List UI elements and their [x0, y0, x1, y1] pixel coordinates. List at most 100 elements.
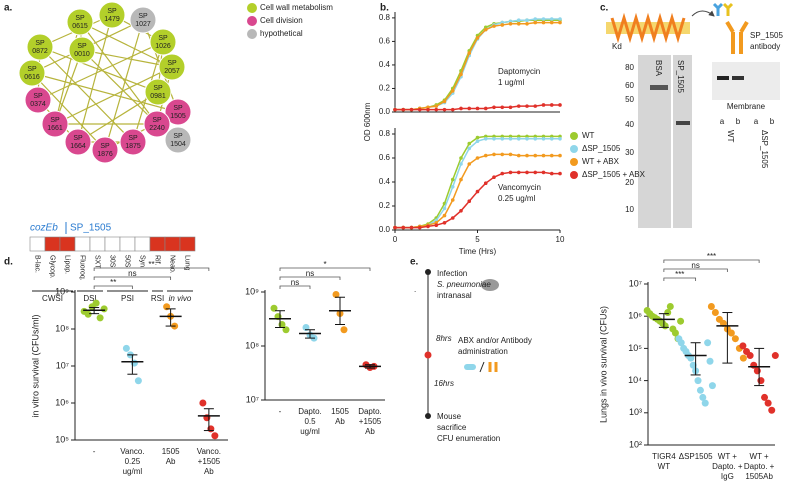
edge [54, 21, 81, 125]
node [149, 28, 177, 56]
blot [712, 62, 780, 100]
antibody-icon [488, 362, 498, 372]
point [122, 344, 130, 352]
point [450, 216, 455, 220]
point [739, 342, 747, 350]
node-label: 1479 [104, 16, 120, 23]
point [426, 107, 430, 112]
point [475, 106, 480, 111]
point [500, 171, 505, 176]
node-label: SP [50, 117, 60, 124]
point [549, 17, 554, 21]
point [706, 357, 714, 365]
y-tick-label: 10² [629, 439, 642, 449]
point [727, 329, 735, 337]
x-tick-label: Ab [365, 427, 375, 436]
x-tick-label: Ab [166, 457, 176, 466]
node-label: 1661 [47, 125, 63, 132]
point [701, 399, 709, 407]
legend-label: WT + ABX [582, 157, 620, 166]
edge [77, 14, 113, 143]
edge [39, 46, 134, 143]
point [541, 137, 546, 141]
point [694, 377, 702, 385]
point [549, 137, 554, 141]
step-label: CFU enumeration [437, 434, 500, 443]
heat-cell [104, 236, 121, 252]
point [508, 105, 513, 110]
heat-cell [59, 236, 76, 252]
step-label: administration [458, 347, 508, 356]
point [467, 106, 472, 111]
y-tick-label: 0.8 [379, 13, 391, 22]
point [417, 107, 422, 112]
heat-cell [149, 236, 166, 252]
node-label: 1505 [170, 113, 186, 120]
node [98, 1, 126, 29]
point [508, 21, 513, 26]
y-tick-label: 10⁵ [628, 343, 642, 353]
heat-cell [134, 236, 151, 252]
annotation: 1 ug/ml [498, 78, 524, 87]
y-tick-label: 10³ [629, 407, 642, 417]
lane-label: BSA [654, 60, 663, 77]
node-label: SP [153, 85, 163, 92]
arrow [691, 10, 715, 17]
series-line [395, 19, 560, 111]
node [68, 36, 96, 64]
y-tick-label: 0.2 [379, 201, 391, 210]
point [558, 20, 562, 25]
point [558, 153, 562, 158]
node-label: 1504 [170, 141, 186, 148]
node [119, 128, 147, 156]
point [459, 156, 463, 160]
sig-bracket [93, 285, 133, 289]
x-tick-label: - [279, 407, 282, 416]
node-label: SP [158, 35, 168, 42]
blot-group: ΔSP_1505 [760, 130, 769, 169]
legend-swatch [570, 145, 578, 153]
point [459, 72, 463, 77]
mouse-icon [481, 279, 499, 291]
x-tick-label: Dapto. + [744, 462, 775, 471]
x-tick-label: 1505 [162, 447, 180, 456]
ladder-label: 80 [625, 63, 634, 72]
node-label: 1664 [70, 143, 86, 150]
point [708, 382, 716, 390]
legend-label: ΔSP_1505 [582, 144, 621, 153]
point [401, 107, 406, 112]
blot-lane: b [736, 117, 741, 126]
step-label: sacrifice [437, 423, 467, 432]
point [442, 206, 447, 211]
point [746, 352, 754, 360]
y-tick-label: 10⁴ [628, 375, 642, 385]
blot-lane: a [754, 117, 759, 126]
node [144, 78, 172, 106]
cell-label: B-lac. [34, 255, 41, 273]
node-label: SP [77, 43, 87, 50]
point [393, 225, 397, 230]
sig-label: ns [291, 278, 299, 287]
point [401, 225, 406, 230]
point [393, 107, 397, 112]
y-tick-label: 0.4 [379, 177, 391, 186]
timeline-dot [424, 351, 432, 359]
point [459, 209, 463, 213]
point [541, 170, 546, 175]
point [459, 162, 463, 166]
blot-lane: b [770, 117, 775, 126]
point [707, 303, 715, 311]
gene-name: cozEb [30, 223, 58, 234]
antibody-label: SP_1505 [750, 31, 783, 40]
node-label: 1875 [125, 143, 141, 150]
marker: . [414, 285, 416, 294]
point [516, 170, 521, 175]
point [699, 393, 707, 401]
y-tick-label: 0.0 [379, 107, 391, 116]
timeline-dot [425, 269, 431, 275]
step-label: Infection [437, 269, 467, 278]
point [768, 406, 776, 414]
x-tick-label: IgG [721, 472, 734, 481]
ladder-label: 40 [625, 120, 634, 129]
